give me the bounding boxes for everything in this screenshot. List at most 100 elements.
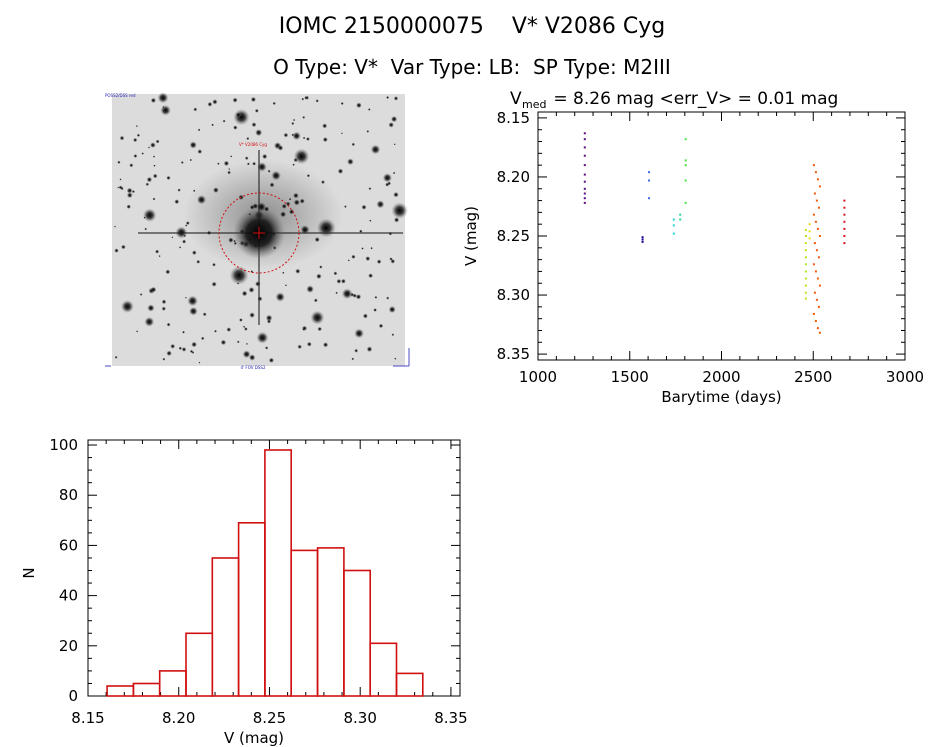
sky-star bbox=[222, 119, 226, 123]
sky-star bbox=[131, 190, 135, 194]
sky-star bbox=[236, 340, 240, 344]
sky-star bbox=[393, 143, 396, 146]
sky-star bbox=[230, 155, 233, 158]
sky-star bbox=[152, 155, 156, 158]
sky-star bbox=[250, 96, 257, 103]
sky-star bbox=[155, 249, 160, 254]
lc-point bbox=[583, 154, 586, 157]
lc-point bbox=[813, 291, 816, 294]
sky-star bbox=[365, 256, 371, 262]
sky-star bbox=[347, 259, 350, 262]
sky-star bbox=[254, 108, 259, 113]
lc-point bbox=[813, 192, 816, 195]
sky-star bbox=[347, 158, 354, 166]
sky-star bbox=[129, 163, 134, 168]
sky-star bbox=[322, 123, 328, 129]
hist-bar bbox=[316, 547, 345, 697]
lc-series-epoch-2670 bbox=[843, 199, 846, 245]
lc-point bbox=[813, 242, 816, 245]
sky-fov-label: 4' FOV DSS2 bbox=[240, 365, 265, 370]
sky-star bbox=[292, 118, 296, 122]
lc-point bbox=[804, 229, 807, 232]
sky-star bbox=[170, 343, 176, 349]
sky-star bbox=[393, 96, 399, 101]
sky-star bbox=[376, 259, 382, 265]
sky-star bbox=[370, 144, 381, 155]
hist-y-tick-label: 0 bbox=[68, 687, 78, 705]
lc-title-prefix: V bbox=[510, 89, 522, 109]
sky-star bbox=[147, 304, 155, 312]
sky-star bbox=[162, 105, 165, 108]
sky-star bbox=[126, 187, 133, 194]
sky-star bbox=[189, 306, 198, 316]
sky-star bbox=[355, 294, 362, 300]
sky-star bbox=[166, 175, 171, 181]
lc-title: = 8.26 mag <err_V> = 0.01 mag bbox=[548, 89, 838, 109]
sky-star bbox=[226, 327, 232, 332]
hist-bar bbox=[290, 549, 319, 697]
sky-star bbox=[242, 350, 251, 359]
sky-star bbox=[366, 130, 370, 133]
lc-point bbox=[817, 206, 820, 209]
lc-point bbox=[814, 320, 817, 322]
sky-star bbox=[255, 129, 263, 137]
hist-bar bbox=[158, 670, 187, 697]
sky-star bbox=[369, 219, 372, 222]
lc-series-epoch-1775 bbox=[679, 213, 682, 221]
sky-star bbox=[302, 136, 306, 140]
lc-x-tick-label: 1000 bbox=[519, 368, 557, 386]
lc-y-tick-label: 8.20 bbox=[497, 168, 530, 186]
lc-series-epoch-1805 bbox=[684, 138, 687, 204]
sky-star bbox=[141, 152, 144, 155]
lc-points bbox=[583, 132, 846, 334]
lc-point bbox=[843, 213, 846, 216]
sky-star bbox=[139, 293, 143, 296]
sky-star bbox=[197, 128, 201, 132]
lc-x-axis-label: Barytime (days) bbox=[661, 388, 781, 406]
lc-point bbox=[816, 178, 819, 181]
sky-star bbox=[241, 290, 248, 297]
lc-y-tick-label: 8.25 bbox=[497, 227, 530, 245]
sky-star bbox=[136, 330, 139, 333]
lc-point bbox=[804, 291, 807, 294]
hist-y-tick-label: 100 bbox=[49, 436, 78, 454]
lc-point bbox=[843, 206, 846, 209]
sky-star bbox=[390, 115, 398, 123]
sky-star bbox=[366, 346, 373, 353]
sky-star bbox=[239, 318, 243, 322]
sky-star bbox=[114, 225, 116, 228]
sky-star bbox=[178, 346, 183, 351]
sky-star bbox=[337, 168, 344, 174]
lc-point bbox=[672, 218, 675, 221]
sky-star bbox=[393, 191, 399, 198]
sky-star bbox=[391, 333, 395, 337]
sky-star bbox=[153, 164, 156, 167]
sky-star bbox=[143, 216, 146, 219]
sky-star bbox=[142, 208, 157, 222]
sky-star bbox=[283, 132, 289, 138]
sky-star bbox=[354, 348, 359, 353]
sky-star bbox=[367, 108, 371, 111]
hist-bar bbox=[106, 685, 135, 697]
sky-star bbox=[136, 133, 141, 137]
sky-star bbox=[126, 204, 131, 209]
lc-point bbox=[583, 146, 586, 149]
sky-star bbox=[200, 336, 205, 341]
target-circle bbox=[218, 192, 300, 274]
sky-star bbox=[126, 192, 133, 199]
sky-star bbox=[392, 171, 396, 175]
sky-star bbox=[310, 310, 325, 325]
lc-point bbox=[804, 297, 807, 300]
sky-star bbox=[301, 97, 305, 101]
page-title: IOMC 2150000075 V* V2086 Cyg bbox=[278, 14, 666, 39]
lc-x-tick-label: 2500 bbox=[794, 368, 832, 386]
sky-star bbox=[147, 146, 151, 149]
lc-series-epoch-1250 bbox=[583, 132, 586, 204]
sky-star bbox=[182, 330, 185, 334]
hist-x-tick-label: 8.20 bbox=[162, 709, 195, 727]
sky-star bbox=[114, 248, 119, 253]
lc-point bbox=[583, 180, 586, 183]
sky-star bbox=[233, 125, 238, 130]
sky-star bbox=[249, 312, 256, 318]
lc-point bbox=[812, 312, 815, 315]
